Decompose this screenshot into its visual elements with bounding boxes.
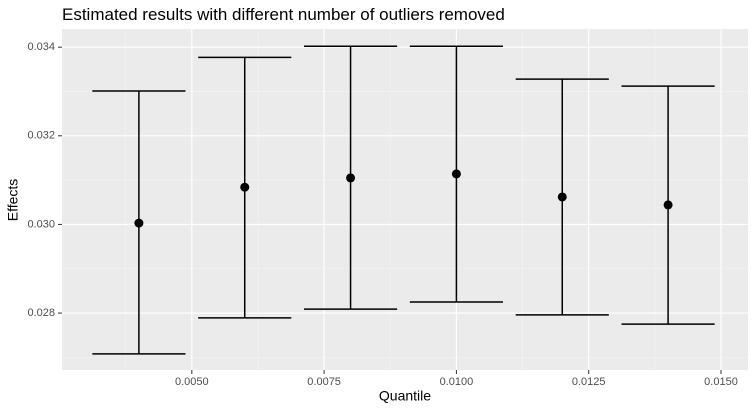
x-tick-label: 0.0125 — [572, 376, 606, 388]
x-tick-label: 0.0075 — [307, 376, 341, 388]
point — [451, 169, 461, 179]
point — [240, 182, 250, 192]
point — [663, 200, 673, 210]
point — [557, 192, 567, 202]
y-axis-title: Effects — [5, 179, 21, 222]
point — [346, 173, 356, 183]
x-tick-label: 0.0050 — [175, 376, 209, 388]
y-tick-label: 0.032 — [27, 130, 55, 142]
x-tick-label: 0.0100 — [440, 376, 474, 388]
x-axis-title: Quantile — [379, 388, 431, 404]
x-tick-label: 0.0150 — [704, 376, 738, 388]
y-tick-label: 0.034 — [27, 41, 55, 53]
chart-title: Estimated results with different number … — [62, 5, 505, 24]
y-tick-label: 0.030 — [27, 218, 55, 230]
panel — [62, 29, 748, 370]
point — [134, 218, 144, 228]
y-tick-label: 0.028 — [27, 307, 55, 319]
